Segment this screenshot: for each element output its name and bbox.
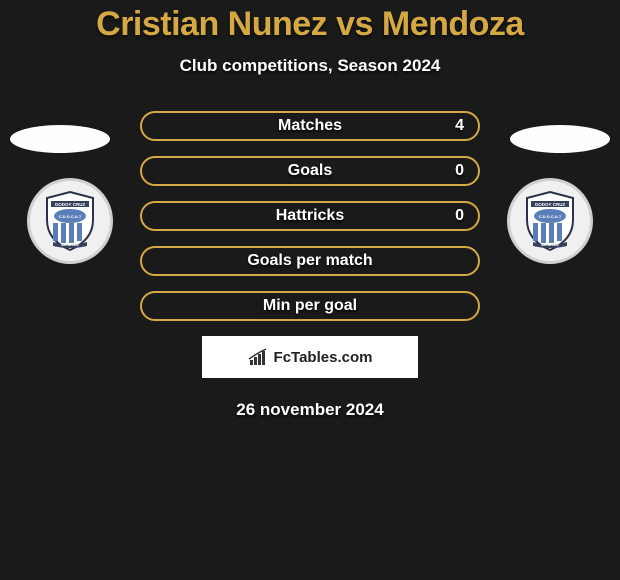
stat-row-goals: Goals 0 xyxy=(140,156,480,186)
stat-row-matches: Matches 4 xyxy=(140,111,480,141)
svg-text:MENDOZA: MENDOZA xyxy=(61,243,79,247)
stat-row-hattricks: Hattricks 0 xyxy=(140,201,480,231)
page-title: Cristian Nunez vs Mendoza xyxy=(0,5,620,44)
shield-icon: GODOY CRUZ C.D.G.C.A.T MENDOZA xyxy=(43,190,97,252)
subtitle: Club competitions, Season 2024 xyxy=(0,56,620,76)
stat-label: Min per goal xyxy=(263,297,357,315)
stat-label: Hattricks xyxy=(276,207,344,225)
stat-label: Goals xyxy=(288,162,332,180)
stat-label: Matches xyxy=(278,117,342,135)
shield-icon: GODOY CRUZ C.D.G.C.A.T MENDOZA xyxy=(523,190,577,252)
chart-icon xyxy=(248,348,270,366)
svg-text:C.D.G.C.A.T: C.D.G.C.A.T xyxy=(539,214,562,219)
svg-text:MENDOZA: MENDOZA xyxy=(541,243,559,247)
svg-text:GODOY CRUZ: GODOY CRUZ xyxy=(535,202,566,207)
player-oval-right xyxy=(510,125,610,153)
svg-text:GODOY CRUZ: GODOY CRUZ xyxy=(55,202,86,207)
stat-value: 0 xyxy=(455,162,464,180)
stat-value: 4 xyxy=(455,117,464,135)
footer-date: 26 november 2024 xyxy=(0,400,620,420)
stat-label: Goals per match xyxy=(247,252,372,270)
stat-value: 0 xyxy=(455,207,464,225)
player-oval-left xyxy=(10,125,110,153)
footer-branding: FcTables.com xyxy=(202,336,418,378)
stat-row-goals-per-match: Goals per match xyxy=(140,246,480,276)
team-badge-right: GODOY CRUZ C.D.G.C.A.T MENDOZA xyxy=(507,178,593,264)
footer-site: FcTables.com xyxy=(274,349,373,366)
stat-row-min-per-goal: Min per goal xyxy=(140,291,480,321)
team-badge-left: GODOY CRUZ C.D.G.C.A.T MENDOZA xyxy=(27,178,113,264)
svg-text:C.D.G.C.A.T: C.D.G.C.A.T xyxy=(59,214,82,219)
